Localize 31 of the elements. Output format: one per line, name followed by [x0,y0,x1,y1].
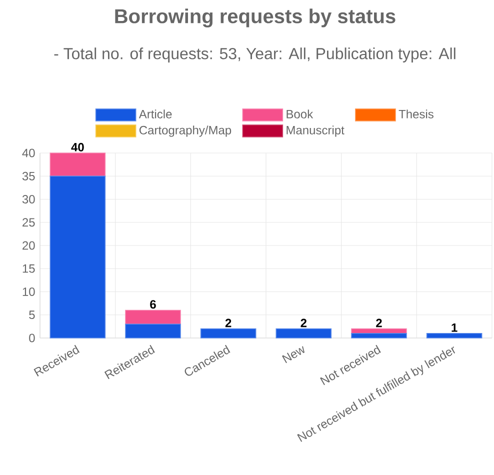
legend-label: Manuscript [286,126,344,137]
total-label: 2 [300,318,307,328]
x-tick-label: New [282,346,305,364]
legend-label: Book [286,110,314,118]
legend-label: Thesis [398,110,434,118]
y-tick-label: 5 [29,310,35,320]
chart-subtitle: - Total no. of requests: 53, Year: All, Publication type: All [54,48,456,62]
total-label: 40 [71,142,84,152]
bar [426,332,482,338]
bar [351,332,407,338]
y-tick-label: 35 [22,172,35,180]
total-label: 2 [225,318,232,328]
total-label: 1 [452,324,458,332]
y-tick-label: 30 [22,194,35,204]
y-tick-label: 0 [29,334,35,342]
y-tick-label: 10 [22,287,35,296]
y-tick-label: 20 [22,241,35,250]
y-tick-label: 40 [22,148,35,158]
bar [200,328,256,338]
bar [125,310,181,325]
bar [50,152,106,177]
legend-label: Article [138,110,172,118]
y-tick-label: 15 [22,264,35,273]
legend-label: Cartography/Map [139,126,232,137]
bar [50,176,106,338]
chart-title: Borrowing requests by status [115,8,396,28]
total-label: 2 [376,318,382,328]
total-label: 6 [150,300,156,309]
bar [276,328,332,338]
bar [125,324,181,338]
y-tick-label: 25 [22,218,35,227]
